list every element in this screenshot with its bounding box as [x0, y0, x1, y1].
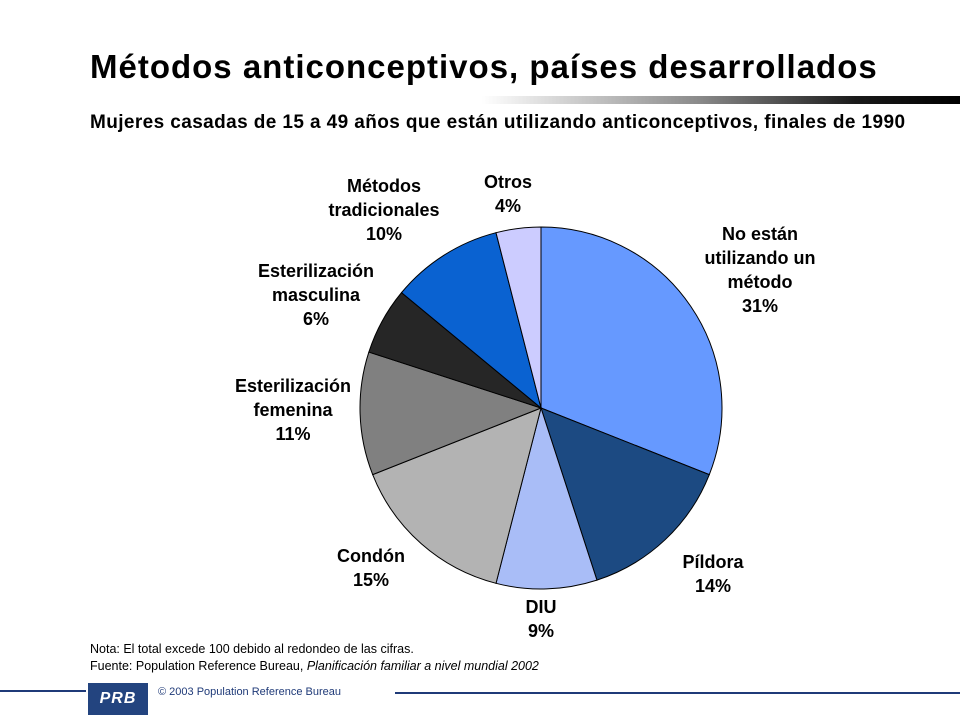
- slice-category-label: método: [728, 272, 793, 292]
- note-text: Nota: El total excede 100 debido al redo…: [90, 642, 414, 656]
- pie-slice-2: [495, 406, 598, 590]
- slice-category-label: utilizando un: [705, 248, 816, 268]
- slice-category-label: femenina: [253, 400, 333, 420]
- slice-value-label: 10%: [366, 224, 402, 244]
- slice-label-3: Condón 15%: [337, 546, 405, 590]
- slice-label-2: DIU 9%: [526, 597, 557, 640]
- source-text: Fuente: Population Reference Bureau, Pla…: [90, 658, 539, 675]
- footer-divider-left: [0, 690, 86, 692]
- slice-value-label: 31%: [742, 296, 778, 316]
- slice-value-label: 6%: [303, 309, 329, 329]
- slice-label-7: Otros 4%: [484, 172, 532, 216]
- slice-label-5: Esterilización masculina 6%: [258, 261, 374, 329]
- slice-value-label: 11%: [275, 424, 310, 444]
- pie-labels: No están utilizando un método 31% Píldora 14%…: [235, 172, 816, 640]
- slice-category-label: Métodos: [347, 176, 421, 196]
- slice-category-label: No están: [722, 224, 798, 244]
- source-title: Planificación familiar a nivel mundial 2…: [306, 659, 539, 673]
- slice-value-label: 4%: [495, 196, 521, 216]
- pie-slice-3: [372, 407, 542, 584]
- slice-value-label: 9%: [528, 621, 554, 640]
- footer-divider-right: [395, 692, 960, 694]
- slice-category-label: Otros: [484, 172, 532, 192]
- copyright-text: © 2003 Population Reference Bureau: [158, 686, 342, 698]
- logo-text: PRB: [99, 690, 137, 707]
- slice-label-4: Esterilización femenina 11%: [235, 376, 351, 444]
- slice-category-label: Esterilización: [235, 376, 351, 396]
- slice-category-label: Condón: [337, 546, 405, 566]
- page-title: Métodos anticonceptivos, países desarrol…: [90, 48, 878, 85]
- source-prefix: Fuente: Population Reference Bureau,: [90, 659, 307, 673]
- slice-category-label: tradicionales: [328, 200, 439, 220]
- pie-slice-6: [400, 232, 542, 410]
- prb-logo: PRB: [88, 683, 148, 715]
- pie-slice-4: [359, 351, 543, 476]
- slice-label-6: Métodos tradicionales 10%: [328, 176, 439, 244]
- pie-slices: [359, 226, 723, 590]
- slice-label-1: Píldora 14%: [682, 552, 744, 596]
- pie-slice-0: [540, 226, 723, 476]
- chart-subtitle: Mujeres casadas de 15 a 49 años que está…: [90, 112, 906, 133]
- slice-category-label: Esterilización: [258, 261, 374, 281]
- slice-category-label: DIU: [526, 597, 557, 617]
- slice-category-label: masculina: [272, 285, 361, 305]
- title-underline: [90, 96, 960, 104]
- slice-value-label: 14%: [695, 576, 731, 596]
- pie-slice-7: [495, 226, 542, 409]
- slice-label-0: No están utilizando un método 31%: [705, 224, 816, 316]
- pie-chart: No están utilizando un método 31% Píldora 14%…: [235, 172, 816, 640]
- slice-value-label: 15%: [353, 570, 389, 590]
- chart-notes: Nota: El total excede 100 debido al redo…: [90, 641, 539, 675]
- slice-category-label: Píldora: [682, 552, 744, 572]
